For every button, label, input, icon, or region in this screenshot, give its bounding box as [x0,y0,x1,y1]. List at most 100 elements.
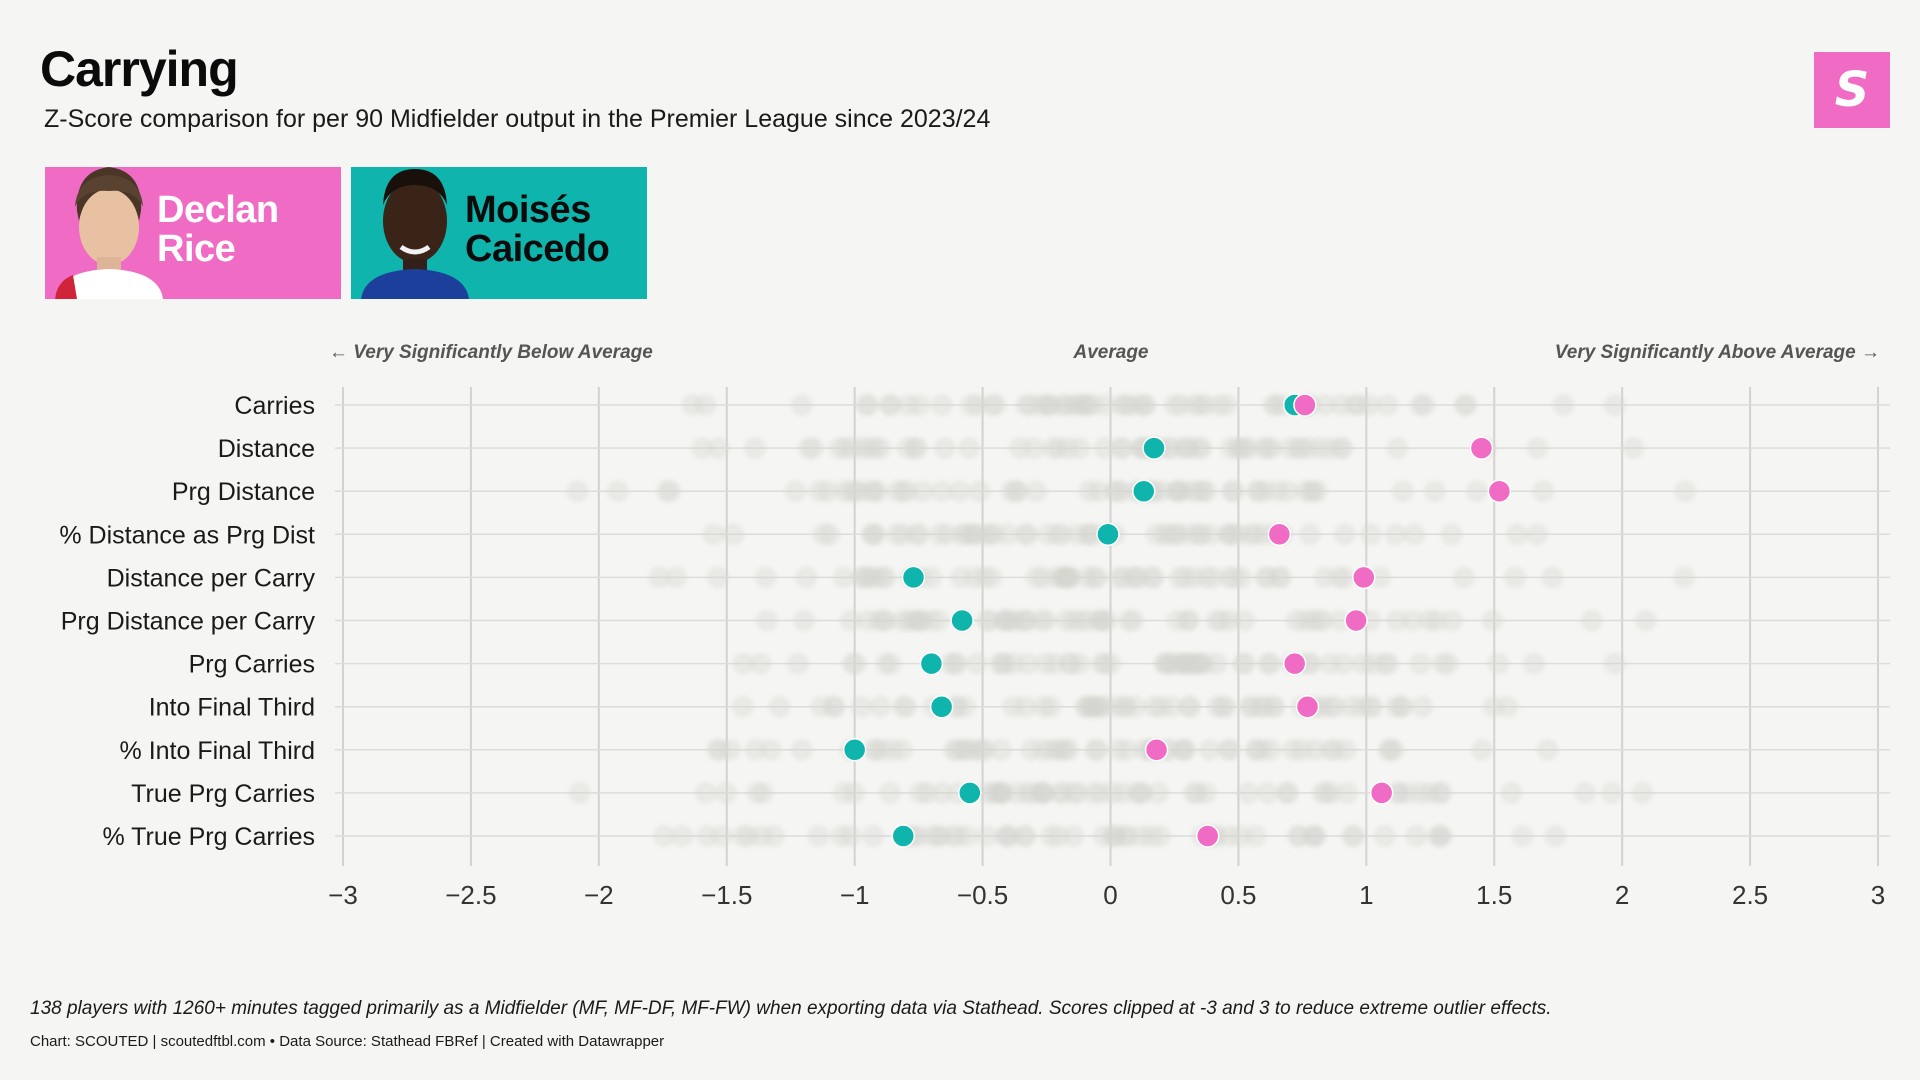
other-player-dot [665,566,688,589]
other-player-dot [1387,781,1410,804]
other-player-dot [1376,394,1399,416]
credit-line: Chart: SCOUTED | scoutedftbl.com • Data … [30,1033,665,1050]
other-player-dot [1087,609,1110,632]
other-player-dot [1453,394,1476,416]
other-player-dot [1051,781,1074,804]
x-tick-label: −0.5 [957,880,1008,910]
other-player-dot [968,480,991,503]
mois-s-caicedo-dot [919,651,944,676]
player-photo-rice [55,167,163,299]
other-player-dot [1069,609,1092,632]
row-label: Prg Distance [172,478,315,506]
other-player-dot [1544,825,1567,847]
x-tick-label: 2.5 [1732,880,1768,910]
other-player-dot [1257,781,1280,804]
declan-rice-dot [1195,824,1220,848]
other-player-dot [1319,695,1342,718]
other-player-dot [1160,652,1183,675]
other-player-dot [1386,609,1409,632]
other-player-dot [1177,609,1200,632]
other-player-dot [832,566,855,589]
x-tick-label: −1 [840,880,870,910]
other-player-dot [1403,523,1426,546]
other-player-dot [1574,781,1597,804]
other-player-dot [1005,480,1028,503]
other-player-dot [1178,437,1201,460]
other-player-dot [754,566,777,589]
other-player-dot [994,825,1017,847]
other-player-dot [1253,695,1276,718]
other-player-dot [807,825,830,847]
scouted-logo: S [1814,52,1890,128]
other-player-dot [834,437,857,460]
other-player-dot [1278,437,1301,460]
other-player-dot [744,738,767,761]
player-photo-caicedo [361,169,469,299]
mois-s-caicedo-dot [1142,436,1166,460]
x-tick-label: 0 [1103,880,1117,910]
player-name-rice: Declan Rice [157,191,279,269]
other-player-dot [1506,523,1529,546]
player-card-caicedo: Moisés Caicedo [351,167,647,299]
other-player-dot [759,738,782,761]
other-player-dot [1149,695,1172,718]
chart-title: Carrying [40,41,239,97]
other-player-dot [1674,480,1697,503]
other-player-dot [1167,480,1190,503]
other-player-dot [722,523,745,546]
player-last-name-rice: Rice [157,228,236,270]
other-player-dot [1107,738,1130,761]
mois-s-caicedo-dot [891,824,916,848]
mois-s-caicedo-dot [929,694,954,719]
other-player-dot [1471,738,1494,761]
other-player-dot [1377,652,1400,675]
row-label: Carries [234,392,315,420]
other-player-dot [871,738,894,761]
other-player-dot [960,394,983,416]
other-player-dot [920,566,943,589]
other-player-dot [1452,566,1475,589]
other-player-dot [1536,738,1559,761]
other-player-dot [1411,695,1434,718]
other-player-dot [1311,609,1334,632]
other-player-dot [1430,825,1453,847]
other-player-dot [1217,738,1240,761]
other-player-dot [790,738,813,761]
other-player-dot [861,480,884,503]
other-player-dot [911,480,934,503]
other-player-dot [996,523,1019,546]
other-player-dot [874,652,897,675]
other-player-dot [1210,609,1233,632]
other-player-dot [909,781,932,804]
other-player-dot [1523,652,1546,675]
other-player-dot [1340,825,1363,847]
other-player-dot [1068,652,1091,675]
other-player-dot [1244,825,1267,847]
other-player-dot [1541,566,1564,589]
other-player-dot [1194,480,1217,503]
other-player-dot [648,566,671,589]
other-player-dot [707,437,730,460]
declan-rice-dot [1469,436,1494,460]
other-player-dot [845,480,868,503]
direction-label-above: Very Significantly Above Average → [1555,342,1880,363]
other-player-dot [894,695,917,718]
other-player-dot [1313,394,1336,416]
declan-rice-dot [1295,694,1320,719]
declan-rice-dot [1344,608,1368,633]
other-player-dot [1043,652,1066,675]
other-player-dot [1276,480,1299,503]
other-player-dot [977,609,1000,632]
other-player-dot [1236,437,1259,460]
other-player-dot [1526,437,1549,460]
mois-s-caicedo-dot [842,738,867,762]
other-player-dot [1314,781,1337,804]
other-player-dot [908,609,931,632]
x-tick-label: −1.5 [701,880,752,910]
other-player-dot [994,609,1017,632]
other-player-dot [878,781,901,804]
other-player-dot [755,609,778,632]
x-tick-label: 3 [1871,880,1885,910]
declan-rice-dot [1267,522,1292,547]
player-first-name-caicedo: Moisés [465,189,591,231]
